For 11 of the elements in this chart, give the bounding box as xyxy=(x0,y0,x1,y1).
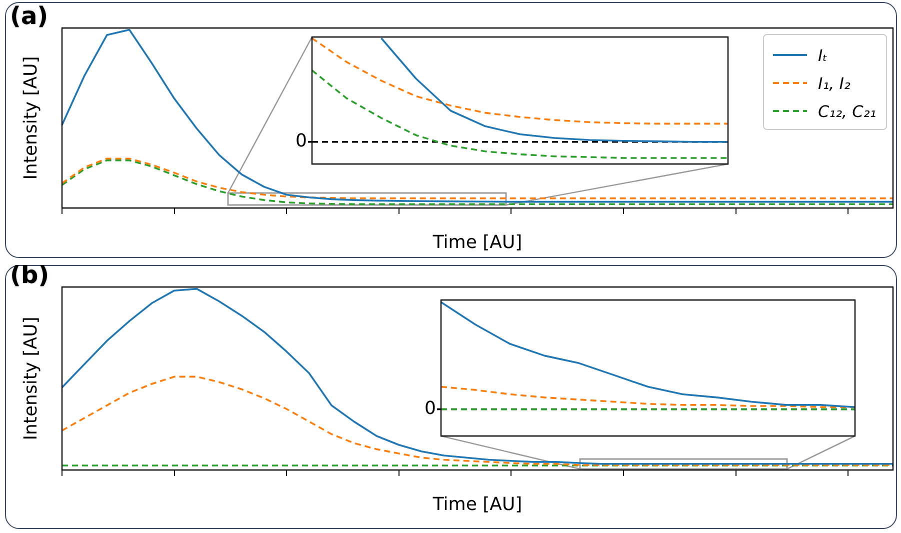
chart-title: (b) xyxy=(10,261,50,289)
x-axis-title: Time [AU] xyxy=(432,232,522,253)
chart-title: (a) xyxy=(10,2,48,30)
ref-line-label: 0 xyxy=(424,398,436,419)
legend-label: Iₜ xyxy=(818,46,828,64)
y-axis-title: Intensity [AU] xyxy=(20,56,42,180)
y-axis-title: Intensity [AU] xyxy=(20,316,42,440)
ref-line-label: 0 xyxy=(296,130,307,152)
legend-label: C₁₂, C₂₁ xyxy=(818,102,876,120)
legend-label: I₁, I₂ xyxy=(818,74,850,92)
x-axis-title: Time [AU] xyxy=(432,494,522,515)
